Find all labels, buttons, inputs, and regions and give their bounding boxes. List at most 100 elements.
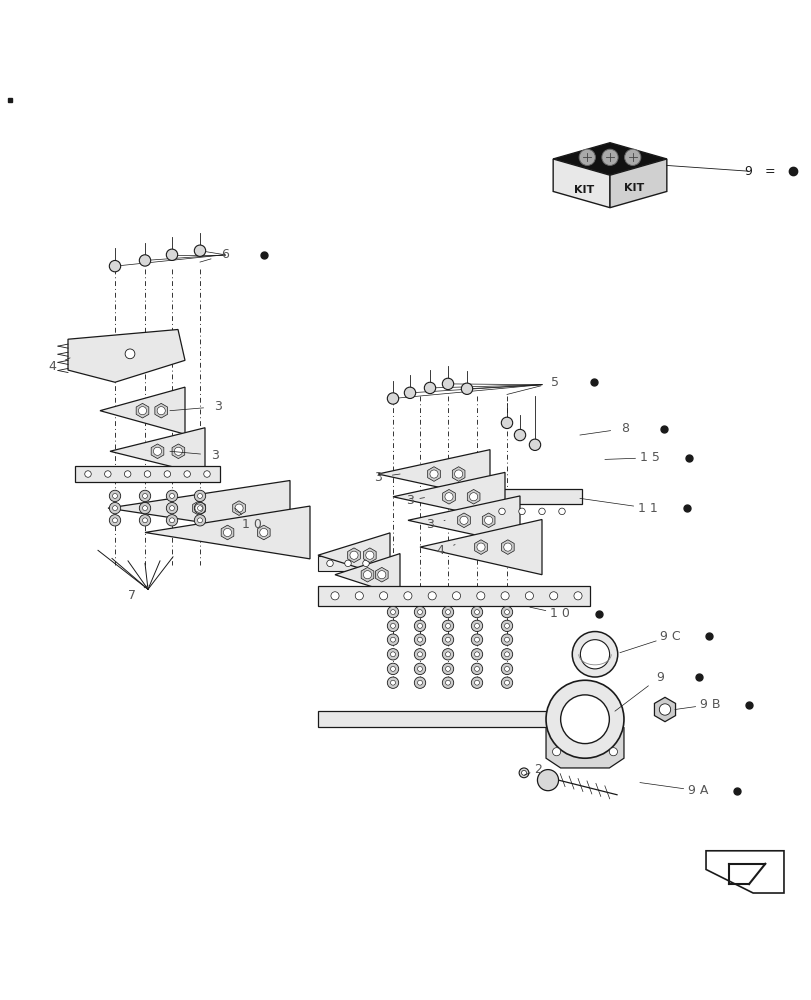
Circle shape <box>500 417 512 429</box>
Polygon shape <box>552 143 666 175</box>
Text: 9: 9 <box>655 671 663 684</box>
Circle shape <box>197 494 202 498</box>
Polygon shape <box>155 403 167 418</box>
Text: 9 B: 9 B <box>699 698 719 711</box>
Text: 8: 8 <box>620 422 629 435</box>
Text: 9 C: 9 C <box>659 630 680 643</box>
Circle shape <box>166 515 178 526</box>
Circle shape <box>452 592 460 600</box>
Text: 2: 2 <box>534 763 541 776</box>
Circle shape <box>144 471 151 477</box>
Circle shape <box>387 393 398 404</box>
Circle shape <box>139 515 151 526</box>
Circle shape <box>469 493 477 501</box>
Circle shape <box>166 490 178 502</box>
Circle shape <box>572 632 617 677</box>
Polygon shape <box>145 506 310 559</box>
Circle shape <box>504 623 508 628</box>
Text: 4: 4 <box>436 544 444 557</box>
Text: 7: 7 <box>128 589 135 602</box>
Circle shape <box>197 506 202 511</box>
Polygon shape <box>100 387 185 434</box>
Circle shape <box>445 652 450 657</box>
Polygon shape <box>705 851 783 893</box>
Circle shape <box>445 637 450 642</box>
Circle shape <box>537 770 558 791</box>
Polygon shape <box>452 467 465 481</box>
Text: 9: 9 <box>743 165 751 178</box>
Circle shape <box>424 382 436 394</box>
Circle shape <box>470 620 482 632</box>
Polygon shape <box>172 444 184 459</box>
Circle shape <box>442 620 453 632</box>
Circle shape <box>414 620 425 632</box>
Circle shape <box>470 606 482 618</box>
Circle shape <box>105 471 111 477</box>
Circle shape <box>417 637 422 642</box>
Circle shape <box>444 493 453 501</box>
Circle shape <box>387 634 398 645</box>
Circle shape <box>442 677 453 688</box>
Text: 5: 5 <box>551 376 558 389</box>
Circle shape <box>379 592 387 600</box>
Circle shape <box>518 508 525 515</box>
Polygon shape <box>233 501 245 515</box>
Circle shape <box>470 677 482 688</box>
Circle shape <box>417 623 422 628</box>
Text: =: = <box>764 165 775 178</box>
Polygon shape <box>482 513 495 528</box>
Polygon shape <box>136 403 148 418</box>
Circle shape <box>500 620 512 632</box>
Polygon shape <box>407 496 519 545</box>
Polygon shape <box>467 489 479 504</box>
Circle shape <box>143 494 148 498</box>
Circle shape <box>442 378 453 390</box>
Circle shape <box>500 677 512 688</box>
Circle shape <box>113 494 118 498</box>
Circle shape <box>442 634 453 645</box>
Polygon shape <box>68 329 185 382</box>
Circle shape <box>109 515 121 526</box>
Polygon shape <box>151 444 164 459</box>
Circle shape <box>500 649 512 660</box>
Circle shape <box>558 508 564 515</box>
Circle shape <box>454 470 462 478</box>
Circle shape <box>442 606 453 618</box>
Polygon shape <box>363 548 375 563</box>
Circle shape <box>578 149 594 165</box>
Circle shape <box>504 666 508 671</box>
Polygon shape <box>221 525 234 540</box>
Circle shape <box>143 506 148 511</box>
Circle shape <box>474 666 478 671</box>
Circle shape <box>223 528 231 537</box>
Polygon shape <box>609 159 666 208</box>
Text: 1 0: 1 0 <box>242 518 262 531</box>
Circle shape <box>521 770 526 775</box>
Circle shape <box>442 663 453 675</box>
Polygon shape <box>457 513 470 528</box>
Circle shape <box>414 649 425 660</box>
Text: 4: 4 <box>48 360 56 373</box>
Circle shape <box>124 471 131 477</box>
Polygon shape <box>109 428 204 475</box>
Polygon shape <box>108 481 290 536</box>
Circle shape <box>429 470 437 478</box>
Circle shape <box>109 490 121 502</box>
Circle shape <box>194 490 205 502</box>
Circle shape <box>234 504 242 512</box>
Circle shape <box>470 634 482 645</box>
Circle shape <box>417 680 422 685</box>
Polygon shape <box>545 727 623 768</box>
Polygon shape <box>347 548 360 563</box>
Circle shape <box>474 637 478 642</box>
Text: 9 A: 9 A <box>687 784 707 797</box>
Polygon shape <box>335 554 400 596</box>
Circle shape <box>157 407 165 415</box>
Circle shape <box>525 592 533 600</box>
Circle shape <box>345 560 351 567</box>
Circle shape <box>459 516 467 524</box>
Text: 3: 3 <box>406 493 414 506</box>
Circle shape <box>445 680 450 685</box>
Text: 1 5: 1 5 <box>639 451 659 464</box>
FancyBboxPatch shape <box>487 489 581 504</box>
